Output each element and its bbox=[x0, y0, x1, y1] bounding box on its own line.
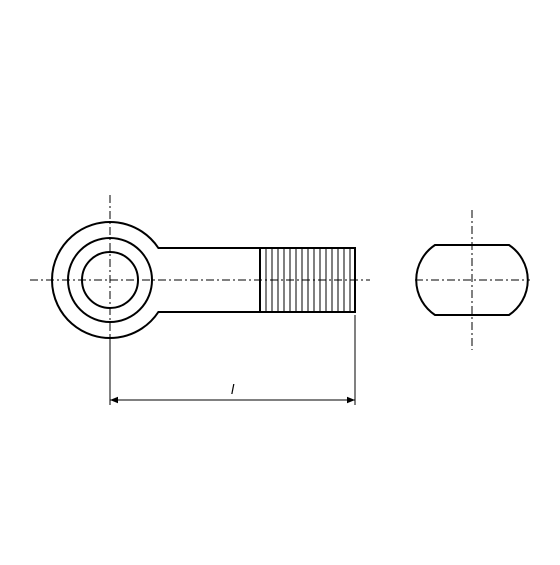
svg-text:l: l bbox=[231, 381, 235, 397]
drawing-svg: l bbox=[0, 0, 560, 560]
engineering-drawing: l bbox=[0, 0, 560, 560]
